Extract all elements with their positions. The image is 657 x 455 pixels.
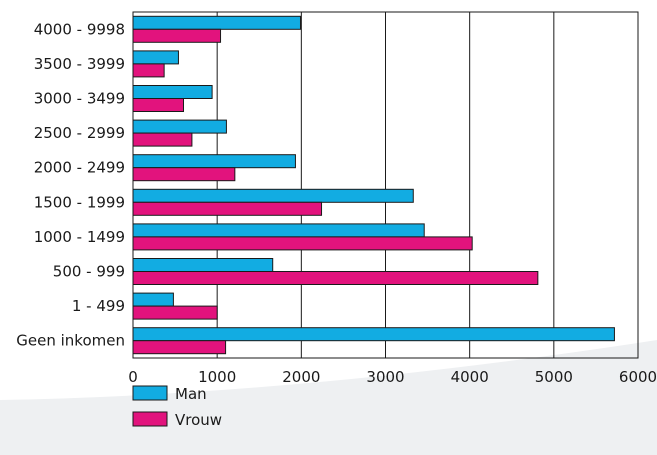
bar-man: [132, 188, 414, 203]
legend: Man Vrouw: [132, 385, 222, 429]
bar-man: [132, 85, 213, 99]
x-tick-label: 4000: [451, 368, 489, 386]
bar-vrouw: [132, 340, 227, 355]
bar-man: [132, 15, 301, 30]
x-tick-label: 3000: [366, 368, 404, 386]
legend-label-man: Man: [175, 385, 207, 403]
category-label: 1500 - 1999: [34, 193, 125, 211]
bar-vrouw: [132, 28, 222, 43]
x-tick-label: 2000: [282, 368, 320, 386]
bar-vrouw: [132, 236, 473, 251]
bar-man: [132, 223, 425, 238]
bar-man: [132, 119, 227, 134]
legend-label-vrouw: Vrouw: [175, 411, 222, 429]
bar-vrouw: [132, 201, 323, 216]
bars: [132, 15, 615, 355]
legend-swatch-man: [132, 385, 168, 401]
category-label: 2500 - 2999: [34, 124, 125, 142]
category-label: 1000 - 1499: [34, 228, 125, 246]
bar-man: [132, 50, 179, 65]
x-tick-label: 0: [128, 368, 138, 386]
x-tick-labels: 0 1000 2000 3000 4000 5000 6000: [128, 368, 657, 386]
category-label: 500 - 999: [53, 263, 125, 281]
bar-vrouw: [132, 63, 165, 78]
x-tick-label: 6000: [619, 368, 657, 386]
bar-man: [132, 292, 174, 307]
category-label: Geen inkomen: [16, 332, 125, 350]
category-label: 3000 - 3499: [34, 90, 125, 108]
background-swoosh: [0, 340, 657, 455]
bar-man: [132, 154, 296, 169]
gridlines: [216, 12, 555, 358]
x-tick-label: 5000: [535, 368, 573, 386]
category-label: 4000 - 9998: [34, 20, 125, 38]
category-label: 2000 - 2499: [34, 159, 125, 177]
category-labels: 4000 - 9998 3500 - 3999 3000 - 3499 2500 - …: [16, 20, 125, 349]
bar-man: [132, 327, 615, 342]
x-tick-label: 1000: [198, 368, 236, 386]
bar-vrouw: [132, 132, 193, 147]
bar-vrouw: [132, 167, 236, 182]
bar-vrouw: [132, 98, 184, 112]
legend-swatch-vrouw: [132, 411, 168, 427]
plot-frame: [132, 11, 639, 359]
bar-vrouw: [132, 305, 218, 320]
bar-man: [132, 258, 274, 272]
bar-vrouw: [132, 271, 539, 285]
category-label: 1 - 499: [72, 297, 125, 315]
category-label: 3500 - 3999: [34, 55, 125, 73]
